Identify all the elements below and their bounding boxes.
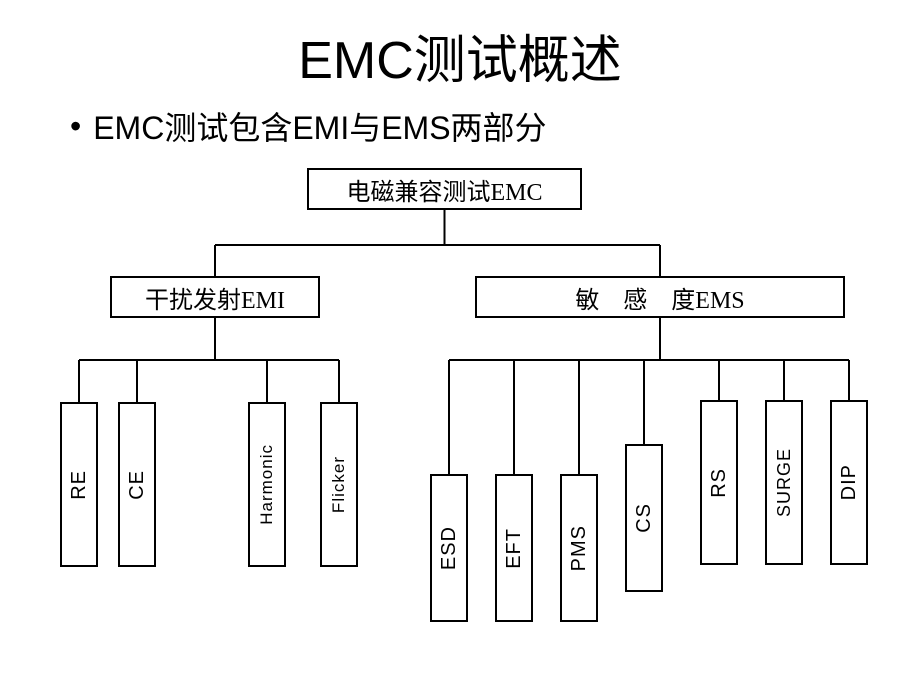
leaf-surge: SURGE — [765, 400, 803, 565]
leaf-harmonic: Harmonic — [248, 402, 286, 567]
leaf-ce: CE — [118, 402, 156, 567]
leaf-cs: CS — [625, 444, 663, 592]
leaf-esd: ESD — [430, 474, 468, 622]
leaf-dip: DIP — [830, 400, 868, 565]
root-node: 电磁兼容测试EMC — [307, 168, 582, 210]
bullet-marker: • — [70, 108, 81, 145]
bullet-text: EMC测试包含EMI与EMS两部分 — [93, 103, 546, 149]
emi-node: 干扰发射EMI — [110, 276, 320, 318]
bullet-point: • EMC测试包含EMI与EMS两部分 — [0, 103, 920, 149]
page-title: EMC测试概述 — [0, 0, 920, 93]
leaf-flicker: Flicker — [320, 402, 358, 567]
leaf-pms: PMS — [560, 474, 598, 622]
leaf-eft: EFT — [495, 474, 533, 622]
leaf-rs: RS — [700, 400, 738, 565]
leaf-re: RE — [60, 402, 98, 567]
ems-node: 敏 感 度EMS — [475, 276, 845, 318]
